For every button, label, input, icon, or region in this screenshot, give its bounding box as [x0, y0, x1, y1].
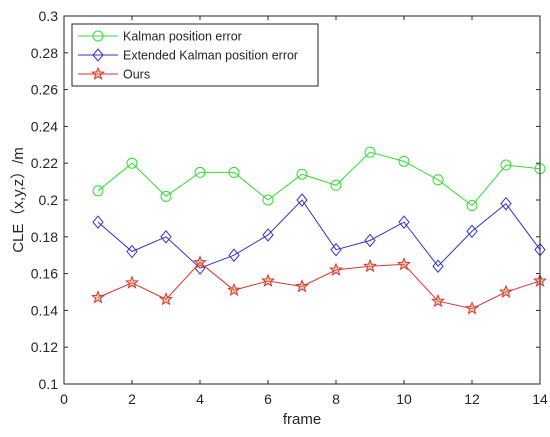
data-point [228, 248, 240, 262]
legend-item: Ours [78, 66, 150, 82]
data-point [226, 282, 242, 297]
x-tick-label: 0 [60, 391, 68, 407]
x-tick-label: 12 [464, 391, 480, 407]
legend-label: Kalman position error [123, 30, 242, 44]
y-tick-label: 0.26 [31, 82, 58, 98]
data-point [192, 255, 208, 269]
data-point [498, 284, 514, 298]
x-axis-label: frame [283, 411, 321, 428]
y-axis: 0.1 0.12 0.14 0.16 0.18 0.2 0.22 0.24 0.26 0.28 0.… [31, 8, 540, 392]
x-axis: 0 2 4 6 8 10 12 14 [60, 16, 548, 407]
x-tick-label: 14 [532, 391, 548, 407]
legend: Kalman position error Extended Kalman pos… [71, 23, 319, 87]
legend-label: Ours [123, 68, 150, 82]
data-point [430, 293, 446, 308]
data-point [466, 200, 478, 212]
series-1 [92, 193, 546, 275]
legend-marker [92, 48, 104, 62]
y-tick-label: 0.2 [39, 192, 59, 208]
data-point [228, 166, 240, 178]
data-point [500, 159, 512, 171]
y-tick-label: 0.12 [31, 339, 58, 355]
data-point [398, 215, 410, 229]
series-line [97, 199, 541, 269]
y-axis-label: CLE（x,y,z）/m [10, 147, 27, 253]
y-tick-label: 0.24 [31, 118, 58, 134]
legend-label: Extended Kalman position error [123, 49, 298, 63]
data-point [364, 233, 376, 248]
y-tick-label: 0.28 [31, 45, 58, 61]
x-tick-label: 8 [332, 391, 340, 407]
data-point [158, 291, 174, 306]
data-point [432, 174, 444, 186]
data-point [398, 155, 410, 167]
data-point [432, 259, 444, 274]
series-line [97, 151, 541, 207]
data-point [296, 168, 308, 180]
data-point [160, 190, 172, 202]
data-point [92, 185, 104, 197]
legend-item: Kalman position error [78, 30, 242, 44]
data-point [364, 146, 376, 158]
data-point [124, 275, 140, 289]
y-tick-label: 0.18 [31, 229, 58, 245]
data-point [90, 290, 106, 304]
x-tick-label: 2 [128, 391, 136, 407]
legend-marker [90, 66, 106, 80]
series-0 [92, 146, 546, 212]
data-point [466, 224, 478, 239]
data-point [296, 193, 308, 207]
y-tick-label: 0.22 [31, 155, 58, 171]
x-tick-label: 6 [264, 391, 272, 407]
data-point [92, 215, 104, 229]
data-point [262, 228, 274, 242]
data-point [294, 279, 310, 293]
data-point [362, 258, 378, 273]
y-tick-label: 0.3 [39, 8, 59, 24]
data-point [262, 194, 274, 206]
legend-item: Extended Kalman position error [78, 48, 298, 63]
plot-frame [63, 15, 541, 385]
data-point [126, 244, 138, 259]
data-point [126, 157, 138, 169]
data-point [194, 166, 206, 178]
x-tick-label: 10 [396, 391, 412, 407]
y-tick-label: 0.1 [39, 376, 59, 392]
data-point [260, 273, 276, 287]
data-point [328, 262, 344, 276]
y-tick-label: 0.16 [31, 266, 58, 282]
legend-marker [92, 30, 104, 42]
data-point [396, 257, 412, 271]
x-tick-label: 4 [196, 391, 204, 407]
data-point [464, 301, 480, 315]
data-point [330, 179, 342, 191]
data-point [500, 196, 512, 211]
y-tick-label: 0.14 [31, 302, 58, 318]
data-point [330, 242, 342, 257]
data-point [160, 230, 172, 244]
